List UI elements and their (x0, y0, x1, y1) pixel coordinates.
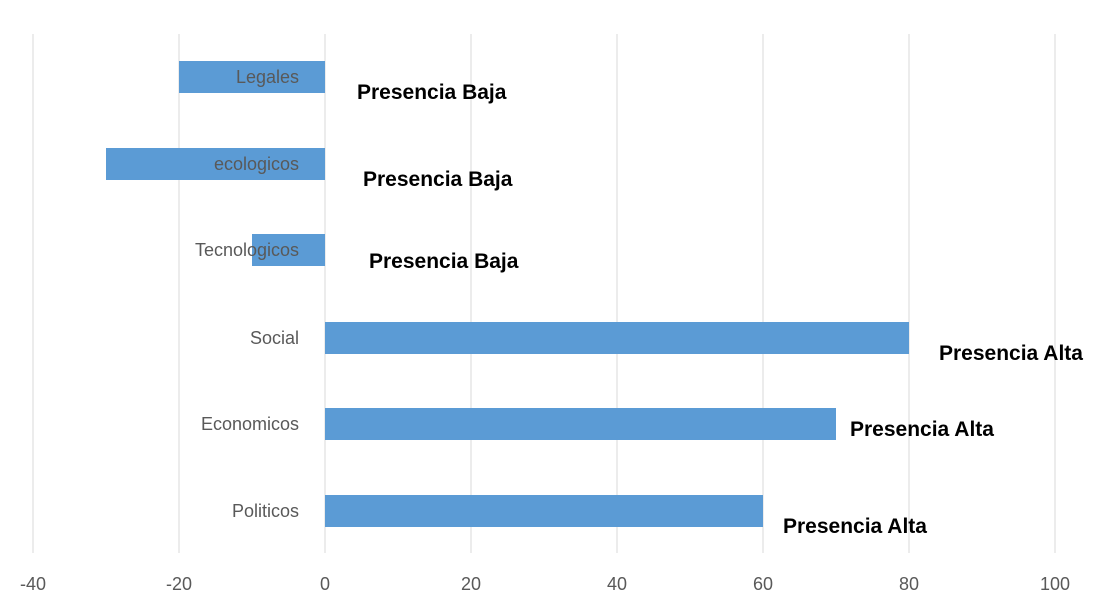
data-annotation: Presencia Alta (783, 515, 927, 538)
x-tick-label: -20 (166, 574, 192, 594)
bar (325, 495, 763, 527)
x-tick-label: 40 (607, 574, 627, 594)
data-annotation: Presencia Baja (369, 250, 519, 273)
x-axis-ticks: -40 -20 0 20 40 60 80 100 (20, 574, 1070, 594)
bar (325, 408, 836, 440)
x-tick-label: -40 (20, 574, 46, 594)
data-annotations: Presencia Alta Presencia Alta Presencia Al… (357, 81, 1083, 538)
x-tick-label: 0 (320, 574, 330, 594)
data-annotation: Presencia Alta (850, 418, 994, 441)
bar (252, 234, 325, 266)
data-annotation: Presencia Baja (363, 168, 513, 191)
category-label: Legales (236, 67, 299, 87)
x-tick-label: 80 (899, 574, 919, 594)
category-label: Economicos (201, 414, 299, 434)
category-label: Politicos (232, 501, 299, 521)
bar (106, 148, 325, 180)
category-label: ecologicos (214, 154, 299, 174)
x-tick-label: 20 (461, 574, 481, 594)
data-annotation: Presencia Baja (357, 81, 507, 104)
x-tick-label: 100 (1040, 574, 1070, 594)
data-annotation: Presencia Alta (939, 342, 1083, 365)
gridlines (32, 34, 1056, 553)
bar (179, 61, 325, 93)
category-labels: Politicos Economicos Social Tecnologicos eco… (195, 67, 299, 521)
x-tick-label: 60 (753, 574, 773, 594)
bar (325, 322, 909, 354)
category-label: Tecnologicos (195, 240, 299, 260)
bars (106, 61, 909, 527)
category-label: Social (250, 328, 299, 348)
